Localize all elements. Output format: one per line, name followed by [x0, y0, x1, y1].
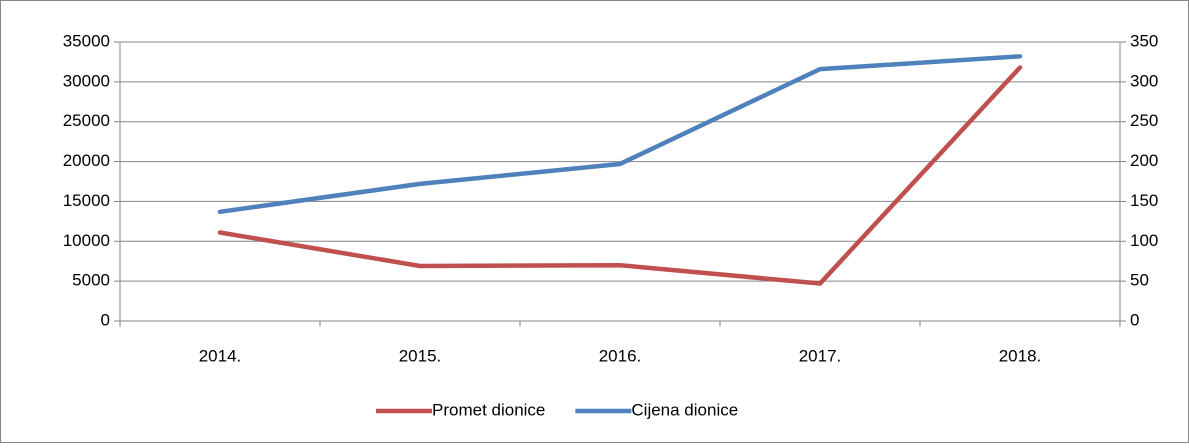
y2-tick-label: 200 [1130, 151, 1158, 170]
x-tick-label: 2015. [399, 346, 442, 365]
series-line [217, 65, 1023, 286]
y2-tick-label: 250 [1130, 111, 1158, 130]
legend-label: Cijena dionice [631, 400, 738, 419]
y-tick-label: 10000 [63, 231, 110, 250]
legend-label: Promet dionice [432, 400, 545, 419]
y2-tick-label: 50 [1130, 271, 1149, 290]
y2-tick-label: 0 [1130, 310, 1139, 329]
y-tick-label: 35000 [63, 31, 110, 50]
y-tick-label: 20000 [63, 151, 110, 170]
x-tick-label: 2014. [199, 346, 242, 365]
series-line [217, 54, 1023, 215]
x-tick-label: 2017. [799, 346, 842, 365]
y-tick-label: 5000 [72, 271, 110, 290]
x-tick-label: 2016. [599, 346, 642, 365]
y-tick-label: 30000 [63, 71, 110, 90]
y-tick-label: 15000 [63, 191, 110, 210]
y2-tick-label: 350 [1130, 31, 1158, 50]
y2-tick-label: 100 [1130, 231, 1158, 250]
y-tick-label: 25000 [63, 111, 110, 130]
y2-tick-label: 150 [1130, 191, 1158, 210]
x-tick-label: 2018. [999, 346, 1042, 365]
y2-tick-label: 300 [1130, 71, 1158, 90]
y-tick-label: 0 [101, 310, 110, 329]
